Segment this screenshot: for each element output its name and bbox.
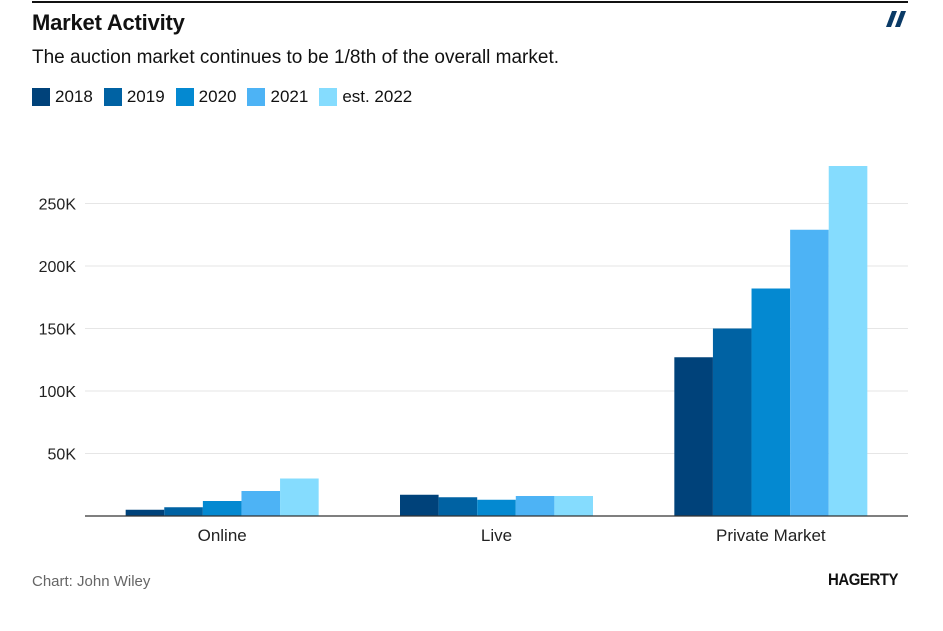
y-tick-label: 50K	[48, 447, 77, 464]
y-tick-label: 250K	[39, 197, 77, 214]
legend: 2018 2019 2020 2021 est. 2022	[32, 87, 423, 107]
y-tick-label: 100K	[39, 384, 77, 401]
legend-swatch	[32, 88, 50, 106]
bar	[164, 507, 203, 516]
bar	[477, 499, 516, 516]
double-slash-icon	[886, 11, 906, 27]
x-tick-label: Live	[481, 526, 512, 545]
legend-label: 2021	[270, 87, 309, 106]
bar	[438, 497, 478, 516]
bar	[751, 288, 791, 516]
x-tick-label: Online	[198, 526, 247, 545]
legend-item: 2021	[247, 87, 308, 107]
legend-swatch	[319, 88, 338, 106]
legend-item: 2018	[32, 87, 93, 107]
bar	[828, 166, 868, 516]
legend-item: 2020	[175, 87, 237, 107]
bar	[280, 478, 319, 516]
bar	[400, 494, 439, 516]
bar	[712, 328, 752, 516]
legend-swatch	[175, 88, 194, 106]
legend-item: 2019	[103, 87, 165, 107]
chart-title: Market Activity	[32, 10, 185, 35]
bar	[202, 501, 242, 516]
chart-source: Chart: John Wiley	[32, 573, 151, 590]
legend-label: 2018	[55, 87, 93, 106]
legend-label: est. 2022	[342, 87, 413, 106]
x-tick-label: Private Market	[716, 526, 826, 545]
bar	[125, 509, 165, 516]
legend-swatch	[247, 88, 266, 106]
legend-label: 2020	[198, 87, 237, 106]
bar	[674, 357, 713, 516]
bar	[790, 229, 829, 516]
y-tick-label: 200K	[39, 259, 77, 276]
legend-item: est. 2022	[319, 87, 412, 107]
top-rule	[32, 1, 908, 3]
legend-swatch	[103, 88, 122, 106]
legend-label: 2019	[126, 87, 165, 106]
y-tick-label: 150K	[39, 322, 77, 339]
chart-subtitle: The auction market continues to be 1/8th…	[32, 47, 560, 68]
bar	[515, 496, 555, 516]
bar	[554, 496, 593, 516]
bar	[241, 491, 281, 516]
hagerty-logo: HAGERTY	[828, 570, 899, 589]
